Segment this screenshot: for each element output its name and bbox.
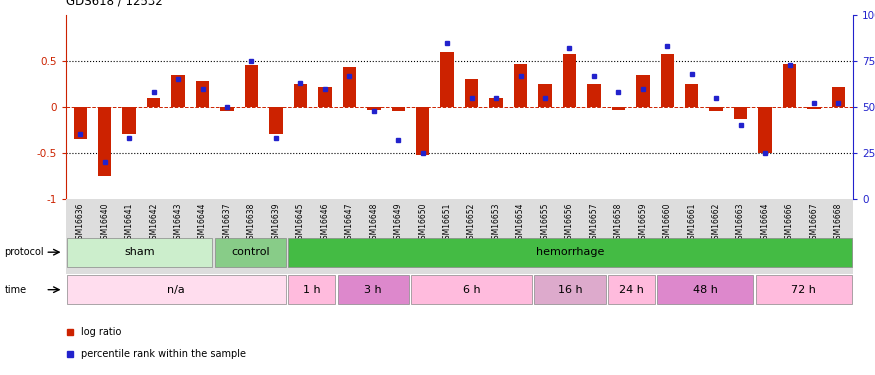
Bar xyxy=(66,238,212,267)
Bar xyxy=(411,275,532,304)
Bar xyxy=(391,107,405,111)
Bar xyxy=(289,275,335,304)
Text: GSM16643: GSM16643 xyxy=(173,202,183,244)
Text: hemorrhage: hemorrhage xyxy=(536,247,605,257)
Text: 1 h: 1 h xyxy=(303,285,320,295)
Text: GSM16661: GSM16661 xyxy=(687,202,696,244)
Bar xyxy=(318,87,332,107)
Bar xyxy=(98,107,111,176)
Bar xyxy=(147,98,160,107)
Bar xyxy=(367,107,381,109)
Text: GSM16657: GSM16657 xyxy=(590,202,598,244)
Bar xyxy=(270,107,283,135)
Text: GSM16666: GSM16666 xyxy=(785,202,794,244)
Bar xyxy=(220,107,234,111)
Text: GSM16646: GSM16646 xyxy=(320,202,329,244)
Bar xyxy=(489,98,503,107)
Bar xyxy=(832,87,845,107)
Bar xyxy=(343,68,356,107)
Bar xyxy=(636,75,649,107)
Bar xyxy=(563,54,576,107)
Text: n/a: n/a xyxy=(167,285,186,295)
Bar xyxy=(214,238,286,267)
Text: GSM16658: GSM16658 xyxy=(614,202,623,244)
Text: 16 h: 16 h xyxy=(557,285,583,295)
Text: protocol: protocol xyxy=(4,247,44,257)
Bar xyxy=(685,84,698,107)
Bar xyxy=(808,107,821,109)
Text: GSM16637: GSM16637 xyxy=(222,202,232,244)
Text: 6 h: 6 h xyxy=(463,285,480,295)
Text: GSM16652: GSM16652 xyxy=(467,202,476,244)
Bar xyxy=(538,84,552,107)
Bar xyxy=(66,275,286,304)
Text: GSM16656: GSM16656 xyxy=(565,202,574,244)
Text: GSM16654: GSM16654 xyxy=(516,202,525,244)
Bar xyxy=(338,275,409,304)
Bar xyxy=(514,64,528,107)
Text: time: time xyxy=(4,285,26,295)
Text: GSM16641: GSM16641 xyxy=(125,202,134,244)
Bar xyxy=(657,275,753,304)
Text: GSM16662: GSM16662 xyxy=(711,202,721,244)
Bar xyxy=(465,80,479,107)
Bar xyxy=(196,81,209,107)
Bar xyxy=(245,64,258,107)
Text: GSM16650: GSM16650 xyxy=(418,202,427,244)
Text: GSM16653: GSM16653 xyxy=(492,202,500,244)
Text: 48 h: 48 h xyxy=(693,285,717,295)
Text: GSM16668: GSM16668 xyxy=(834,202,843,244)
Text: log ratio: log ratio xyxy=(81,327,122,338)
Text: GSM16640: GSM16640 xyxy=(101,202,109,244)
Text: control: control xyxy=(231,247,270,257)
Text: GSM16663: GSM16663 xyxy=(736,202,746,244)
Text: GSM16642: GSM16642 xyxy=(149,202,158,244)
Text: GSM16651: GSM16651 xyxy=(443,202,452,244)
Text: 3 h: 3 h xyxy=(364,285,382,295)
Text: GDS618 / 12532: GDS618 / 12532 xyxy=(66,0,163,8)
Bar xyxy=(172,75,185,107)
Bar xyxy=(612,107,625,109)
Text: GSM16660: GSM16660 xyxy=(662,202,672,244)
Text: GSM16655: GSM16655 xyxy=(541,202,550,244)
Bar xyxy=(759,107,772,153)
Bar xyxy=(661,54,674,107)
Bar xyxy=(289,238,852,267)
Text: sham: sham xyxy=(124,247,155,257)
Text: GSM16639: GSM16639 xyxy=(271,202,281,244)
Text: percentile rank within the sample: percentile rank within the sample xyxy=(81,349,247,359)
Text: 24 h: 24 h xyxy=(620,285,644,295)
Text: 72 h: 72 h xyxy=(792,285,816,295)
Text: GSM16636: GSM16636 xyxy=(76,202,85,244)
Text: GSM16667: GSM16667 xyxy=(809,202,818,244)
Bar xyxy=(783,64,796,107)
Bar xyxy=(535,275,606,304)
Bar xyxy=(734,107,747,119)
Text: GSM16644: GSM16644 xyxy=(198,202,207,244)
Bar xyxy=(416,107,430,154)
Bar xyxy=(710,107,723,111)
Text: GSM16645: GSM16645 xyxy=(296,202,304,244)
Text: GSM16659: GSM16659 xyxy=(638,202,648,244)
Text: GSM16648: GSM16648 xyxy=(369,202,378,244)
Bar xyxy=(608,275,655,304)
Bar xyxy=(587,84,600,107)
Bar xyxy=(123,107,136,135)
Text: GSM16664: GSM16664 xyxy=(760,202,770,244)
Bar xyxy=(74,107,87,139)
Bar xyxy=(294,84,307,107)
Text: GSM16649: GSM16649 xyxy=(394,202,402,244)
Text: GSM16638: GSM16638 xyxy=(247,202,256,244)
Bar xyxy=(756,275,852,304)
Text: GSM16647: GSM16647 xyxy=(345,202,354,244)
Bar xyxy=(440,52,454,107)
